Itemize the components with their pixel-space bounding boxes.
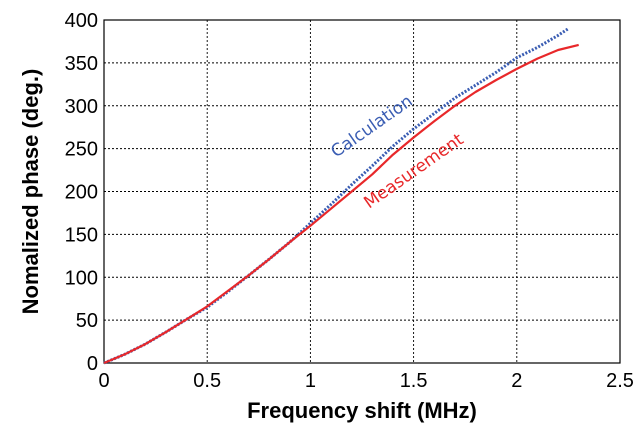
x-tick-label: 2.5 — [606, 370, 634, 392]
y-axis-ticks: 0 50 100 150 200 250 300 350 400 — [65, 10, 98, 375]
x-tick-label: 1 — [305, 370, 316, 392]
y-axis-title: Nomalized phase (deg.) — [18, 69, 43, 315]
y-tick-label: 0 — [87, 353, 98, 375]
y-tick-label: 350 — [65, 53, 98, 75]
y-tick-label: 250 — [65, 139, 98, 161]
x-tick-label: 0 — [98, 370, 109, 392]
grid — [104, 20, 620, 363]
y-tick-label: 300 — [65, 96, 98, 118]
x-axis-ticks: 0 0.5 1 1.5 2 2.5 — [98, 370, 633, 392]
y-tick-label: 50 — [76, 310, 98, 332]
x-tick-label: 0.5 — [193, 370, 221, 392]
y-tick-label: 100 — [65, 267, 98, 289]
calculation-annotation: Calculation — [327, 91, 416, 162]
measurement-series-line — [103, 43, 579, 365]
y-tick-label: 400 — [65, 10, 98, 32]
x-tick-label: 2 — [511, 370, 522, 392]
x-axis-title: Frequency shift (MHz) — [247, 398, 477, 423]
plot-area — [103, 19, 621, 364]
calculation-series-line — [103, 27, 570, 365]
x-tick-label: 1.5 — [400, 370, 428, 392]
y-tick-label: 150 — [65, 224, 98, 246]
y-tick-label: 200 — [65, 182, 98, 204]
series-layer — [103, 27, 579, 365]
